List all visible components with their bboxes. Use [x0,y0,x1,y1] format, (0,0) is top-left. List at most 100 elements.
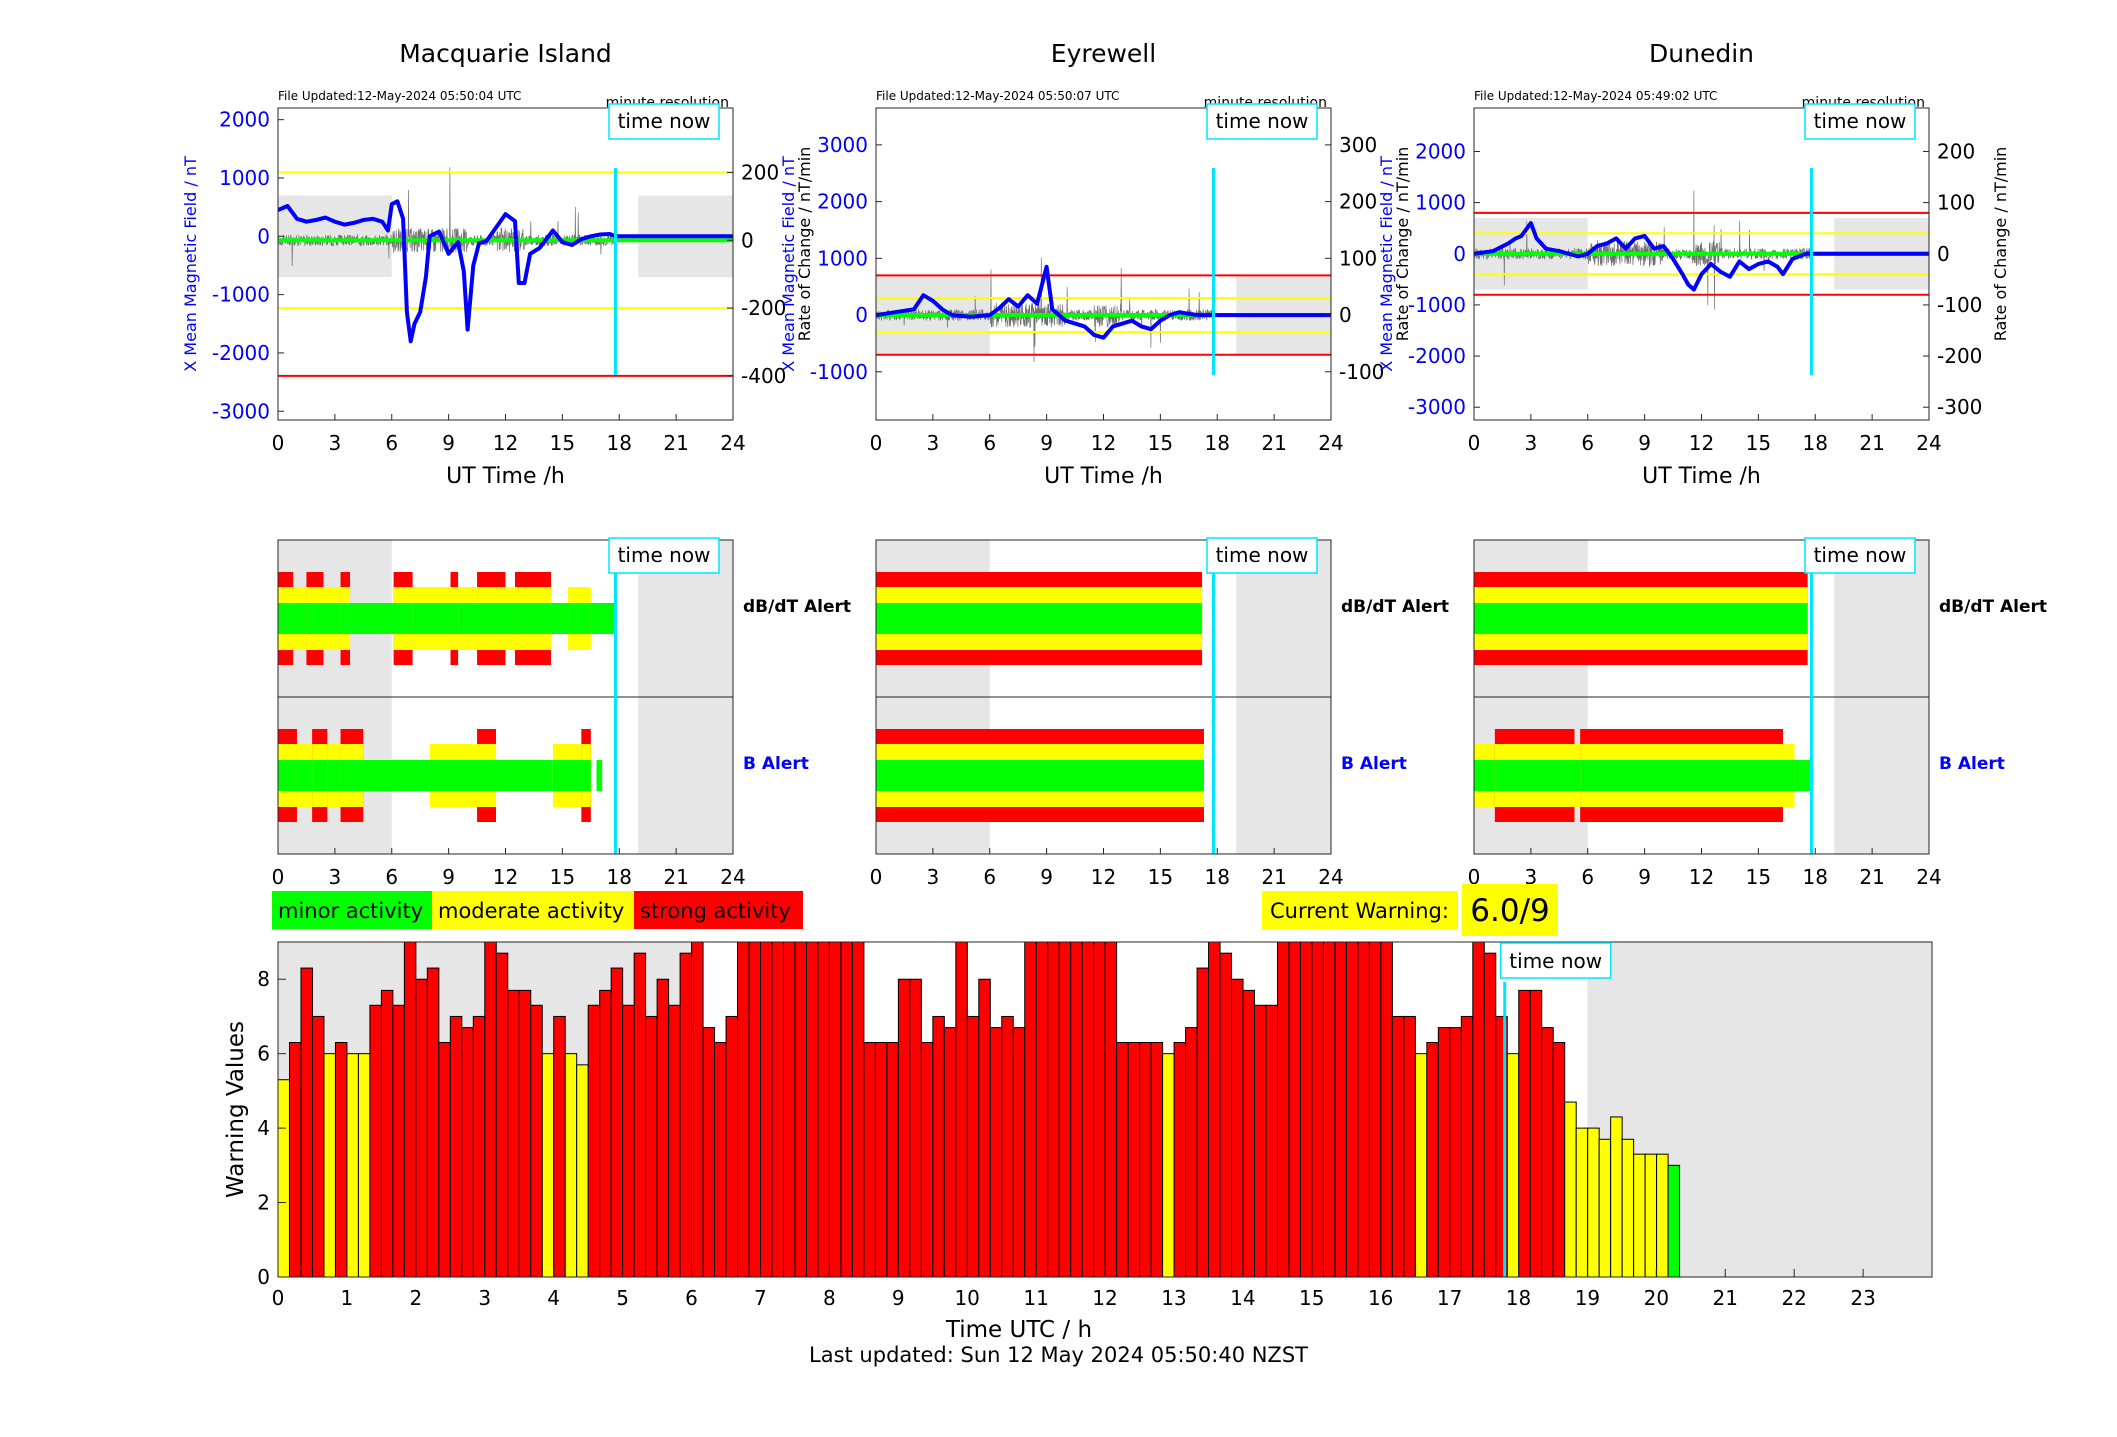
b-alert-label: B Alert [743,754,809,774]
bar-x-tick-label: 8 [823,1286,836,1310]
warning-bar [702,1027,716,1278]
bar-y-tick-label: 0 [257,1265,270,1289]
warning-bar [1345,941,1359,1278]
left-tick-label: 1000 [817,246,868,270]
b-alert-label: B Alert [1341,754,1407,774]
bar-y-tick-label: 6 [257,1042,270,1066]
warning-bar [449,1015,463,1278]
warning-bar [656,978,670,1278]
x-tick-label: 12 [1091,431,1116,455]
dbdt-minor-band [350,603,394,634]
warning-bar [1357,941,1370,1278]
alert-x-tick-label: 3 [927,865,940,889]
warning-bar [323,1053,336,1278]
dbdt-minor-band [568,603,591,634]
warning-bar [392,1004,405,1278]
right-axis-label: Rate of Change / nT/min [795,147,814,342]
bar-y-axis-label: Warning Values [223,1021,249,1198]
alert-x-tick-label: 6 [983,865,996,889]
station-1: Eyrewell File Updated:12-May-2024 05:50:0… [779,39,1449,889]
moderate-legend-label: moderate activity [438,899,624,923]
bar-x-tick-label: 7 [754,1286,767,1310]
dbdt-minor-band [458,603,478,634]
bar-x-tick-label: 12 [1092,1286,1117,1310]
warning-bar [484,941,497,1278]
warning-bar [1185,1027,1198,1278]
warning-bar [1506,1053,1520,1278]
warning-bar [1564,1101,1577,1278]
b-minor-band [363,760,430,791]
warning-bar [1529,989,1543,1278]
dbdt-minor-band [505,603,515,634]
b-minor-band [296,760,313,791]
moderate-legend-swatch [432,891,634,929]
warning-bar [874,1042,888,1278]
warning-bar [1081,941,1095,1278]
alert-x-tick-label: 15 [550,865,575,889]
bar-x-tick-label: 16 [1368,1286,1393,1310]
right-tick-label: 0 [741,228,754,252]
bar-y-tick-label: 4 [257,1116,270,1140]
alert-x-tick-label: 0 [870,865,883,889]
warning-bar [943,1027,957,1278]
b-minor-band [496,760,553,791]
warning-bar [461,1027,474,1278]
left-tick-label: 2000 [817,190,868,214]
minor-legend-swatch [272,891,432,929]
x-tick-label: 0 [870,431,883,455]
x-tick-label: 15 [1746,431,1771,455]
time-now-box: time now [1206,103,1318,140]
warning-bar [1024,941,1037,1278]
b-minor-band [1580,760,1784,791]
warning-bar [1173,1042,1187,1278]
right-tick-label: 300 [1339,133,1377,157]
warning-bar [1058,941,1072,1278]
warning-bar [1334,941,1347,1278]
left-tick-label: 2000 [1415,139,1466,163]
alert-time-now-label: time now [1814,543,1907,567]
warning-bar [633,952,647,1278]
warning-bar [817,941,830,1278]
dbdt-alert-label: dB/dT Alert [1939,597,2047,617]
bar-x-tick-label: 21 [1713,1286,1738,1310]
time-now-box: time now [608,103,720,140]
right-tick-label: 0 [1339,303,1352,327]
right-tick-label: 200 [741,160,779,184]
warning-bar [1391,1015,1405,1278]
alert-x-tick-label: 24 [1916,865,1941,889]
bar-x-tick-label: 18 [1506,1286,1531,1310]
right-axis-label: Rate of Change / nT/min [1991,147,2010,342]
warning-bar [897,978,911,1278]
activity-legend: minor activity moderate activity strong ac… [272,891,803,929]
warning-bar [1127,1042,1141,1278]
station-2: Dunedin File Updated:12-May-2024 05:49:02… [1377,39,2047,889]
right-tick-label: -200 [1937,344,1982,368]
bar-x-tick-label: 19 [1575,1286,1600,1310]
warning-bar [622,1004,635,1278]
warning-bar [1368,941,1382,1278]
left-tick-label: 0 [1453,242,1466,266]
b-minor-band [581,760,591,791]
dbdt-minor-band [590,603,616,634]
minor-legend-label: minor activity [278,899,423,923]
b-minor-band [477,760,497,791]
left-tick-label: 0 [257,224,270,248]
b-minor-band [1474,760,1495,791]
alert-x-tick-label: 24 [1318,865,1343,889]
right-tick-label: -100 [1339,360,1384,384]
x-tick-label: 18 [1205,431,1230,455]
right-tick-label: -400 [741,364,786,388]
x-axis-label: UT Time /h [1044,464,1163,489]
warning-bar [518,989,532,1278]
time-now-label: time now [1814,109,1907,133]
warning-bar [1242,989,1256,1278]
alert-x-tick-label: 24 [720,865,745,889]
file-updated-text: File Updated:12-May-2024 05:50:04 UTC [278,89,521,103]
alert-x-tick-label: 18 [1205,865,1230,889]
left-axis-label: X Mean Magnetic Field / nT [779,156,798,372]
warning-bar [1116,1042,1129,1278]
x-tick-label: 3 [927,431,940,455]
warning-bar [334,1042,348,1278]
left-tick-label: 1000 [219,166,270,190]
alert-x-tick-label: 0 [272,865,285,889]
